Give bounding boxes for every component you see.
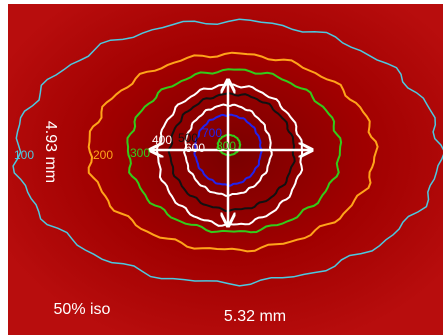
contour-label: 800 [216,139,236,153]
contour-label: 700 [202,126,222,140]
width-label: 5.32 mm [224,308,286,325]
contour-label: 300 [130,146,150,160]
contour-label: 400 [152,133,172,147]
page: 100200300400500600700800 4.93 mm 5.32 mm… [0,0,443,335]
contour-label: 600 [185,141,205,155]
height-label: 4.93 mm [42,121,59,183]
caption: 50% iso [54,301,111,318]
contour-label: 100 [14,148,34,162]
contour-label: 200 [93,148,113,162]
contour-image: 100200300400500600700800 4.93 mm 5.32 mm… [0,0,443,335]
